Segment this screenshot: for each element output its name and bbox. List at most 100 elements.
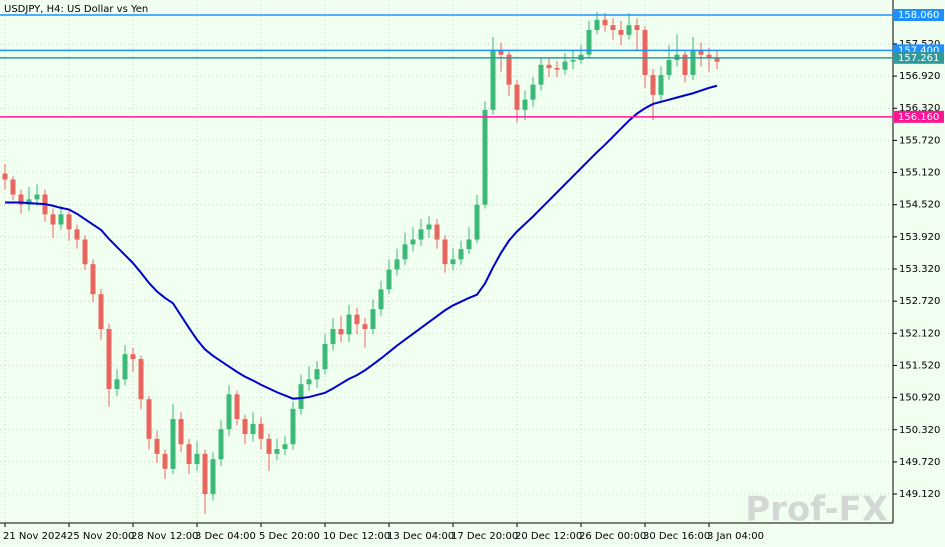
price-level-tag xyxy=(894,110,944,123)
x-tick-label: 3 Jan 04:00 xyxy=(707,531,764,542)
candle-body xyxy=(482,109,488,205)
candle-body xyxy=(442,239,448,265)
candle-body xyxy=(666,60,672,76)
x-tick-label: 3 Dec 04:00 xyxy=(195,531,256,542)
candle-body xyxy=(426,224,432,230)
candle-body xyxy=(250,423,256,435)
candle-body xyxy=(274,449,280,454)
candle-body xyxy=(610,25,616,31)
candle-body xyxy=(698,49,704,55)
candle-body xyxy=(258,423,264,439)
candle-body xyxy=(234,394,240,420)
x-tick-label: 21 Nov 2024 xyxy=(3,531,67,542)
candle-body xyxy=(50,214,56,225)
candle-body xyxy=(114,379,120,390)
moving-average xyxy=(5,84,718,400)
plot xyxy=(2,11,720,514)
y-tick-label: 152.720 xyxy=(899,296,940,307)
y-tick-label: 149.720 xyxy=(899,457,940,468)
y-tick-label: 156.320 xyxy=(899,103,940,114)
price-level-tag xyxy=(894,9,944,22)
candle-body xyxy=(522,99,528,110)
candle-body xyxy=(450,259,456,265)
candle-body xyxy=(186,444,192,465)
candle-body xyxy=(602,19,608,26)
y-tick-label: 154.520 xyxy=(899,200,940,211)
y-tick-label: 153.920 xyxy=(899,232,940,243)
candle-body xyxy=(194,453,200,465)
candle-body xyxy=(2,173,8,180)
x-tick-label: 5 Dec 20:00 xyxy=(259,531,320,542)
candle-body xyxy=(434,224,440,240)
candle-body xyxy=(378,289,384,310)
candle-body xyxy=(466,239,472,250)
x-tick-label: 13 Dec 04:00 xyxy=(387,531,454,542)
y-tick-label: 155.720 xyxy=(899,135,940,146)
x-tick-label: 10 Dec 12:00 xyxy=(323,531,390,542)
candle-body xyxy=(290,408,296,445)
y-tick-label: 153.320 xyxy=(899,264,940,275)
y-tick-label: 155.120 xyxy=(899,168,940,179)
price-level-label: 156.160 xyxy=(898,112,939,123)
candle-body xyxy=(458,249,464,260)
candle-body xyxy=(514,84,520,110)
candle-body xyxy=(418,229,424,240)
candle-body xyxy=(82,239,88,265)
candle-body xyxy=(706,54,712,58)
candle-body xyxy=(634,25,640,31)
candle-body xyxy=(626,25,632,35)
price-level-label: 158.060 xyxy=(898,10,939,21)
candle-body xyxy=(530,84,536,100)
candle-body xyxy=(554,68,560,70)
candle-body xyxy=(658,75,664,95)
candle-body xyxy=(394,259,400,270)
candle-body xyxy=(202,453,208,495)
candle-body xyxy=(178,419,184,445)
x-tick-label: 28 Nov 12:00 xyxy=(131,531,198,542)
price-level-label: 157.261 xyxy=(898,53,939,64)
candle-body xyxy=(282,444,288,450)
candle-body xyxy=(314,369,320,380)
y-tick-label: 150.920 xyxy=(899,393,940,404)
candle-body xyxy=(66,214,72,230)
candle-body xyxy=(130,354,136,360)
candle-body xyxy=(330,329,336,345)
price-level-tag xyxy=(894,51,944,64)
candle-body xyxy=(146,399,152,439)
candle-body xyxy=(298,384,304,409)
x-tick-label: 17 Dec 20:00 xyxy=(451,531,518,542)
candle-body xyxy=(266,438,272,454)
candle-body xyxy=(490,49,496,110)
candle-body xyxy=(586,30,592,55)
y-tick-label: 150.320 xyxy=(899,425,940,436)
y-tick-label: 152.120 xyxy=(899,328,940,339)
y-tick-label: 151.520 xyxy=(899,360,940,371)
candle-body xyxy=(242,419,248,435)
candle-body xyxy=(474,204,480,240)
y-tick-label: 149.120 xyxy=(899,489,940,500)
candle-body xyxy=(506,54,512,85)
price-level-label: 157.400 xyxy=(898,45,939,56)
chart-title: USDJPY, H4: US Dollar vs Yen xyxy=(4,4,148,15)
candle-body xyxy=(618,30,624,35)
candle-body xyxy=(546,64,552,69)
candle-body xyxy=(106,329,112,390)
candle-body xyxy=(122,354,128,380)
x-tick-label: 26 Dec 00:00 xyxy=(579,531,646,542)
candle-body xyxy=(538,64,544,85)
y-tick-label: 156.920 xyxy=(899,71,940,82)
candle-body xyxy=(682,54,688,76)
candle-body xyxy=(10,179,16,195)
x-tick-label: 25 Nov 20:00 xyxy=(67,531,134,542)
candle-body xyxy=(226,394,232,430)
candle-body xyxy=(98,294,104,330)
candle-body xyxy=(18,194,24,205)
candle-body xyxy=(402,244,408,260)
candle-body xyxy=(138,359,144,400)
x-tick-label: 20 Dec 12:00 xyxy=(515,531,582,542)
candle-body xyxy=(562,61,568,70)
candle-body xyxy=(690,49,696,76)
candle-body xyxy=(386,269,392,290)
candle-body xyxy=(34,194,40,200)
